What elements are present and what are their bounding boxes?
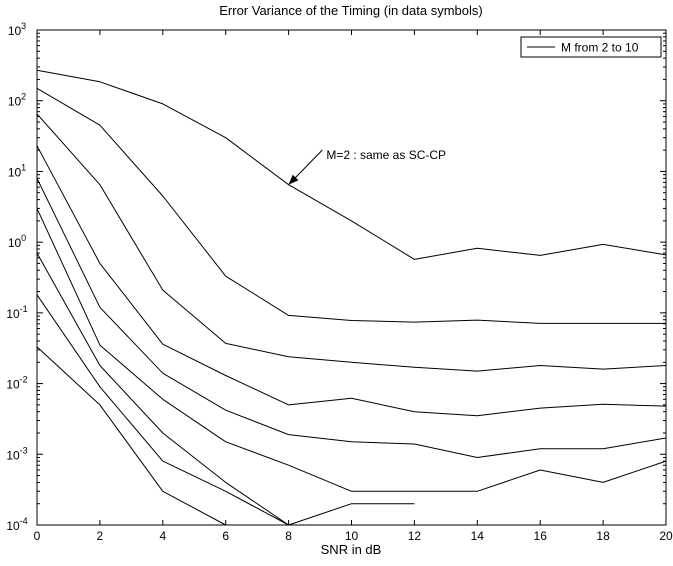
y-tick-label-base: 10 xyxy=(8,95,22,109)
series-line-6 xyxy=(36,208,667,492)
x-tick-label: 8 xyxy=(285,529,292,543)
x-axis-label: SNR in dB xyxy=(321,542,382,557)
x-tick-label: 2 xyxy=(97,529,104,543)
y-tick-label: 100 xyxy=(8,233,26,250)
plot-area xyxy=(36,29,667,526)
y-tick-label-exponent: 3 xyxy=(21,21,26,31)
y-tick-label: 101 xyxy=(8,162,26,179)
series-line-8 xyxy=(36,294,415,526)
y-tick-label-exponent: 2 xyxy=(21,92,26,102)
x-tick-label: 6 xyxy=(222,529,229,543)
y-tick-label-base: 10 xyxy=(6,307,20,321)
x-tick-label: 14 xyxy=(471,529,485,543)
x-tick-label: 0 xyxy=(34,529,41,543)
annotation-arrowhead xyxy=(288,174,299,185)
series-line-1 xyxy=(36,69,667,260)
y-tick-label: 10-1 xyxy=(6,304,27,321)
y-tick-label-base: 10 xyxy=(6,448,20,462)
series-line-5 xyxy=(36,178,667,458)
y-tick-label-exponent: 1 xyxy=(21,162,26,172)
legend-box xyxy=(520,36,662,58)
series-line-3 xyxy=(36,113,667,372)
y-tick-label: 10-3 xyxy=(6,445,27,462)
y-tick-label-base: 10 xyxy=(8,24,22,38)
y-tick-label-base: 10 xyxy=(8,165,22,179)
series-line-9 xyxy=(36,346,226,526)
chart-title: Error Variance of the Timing (in data sy… xyxy=(219,3,482,18)
y-tick-label-exponent: -4 xyxy=(20,516,28,526)
y-tick-label-exponent: -3 xyxy=(20,445,28,455)
y-tick-label-base: 10 xyxy=(6,519,20,533)
series-line-4 xyxy=(36,145,667,417)
y-tick-label-exponent: -1 xyxy=(20,304,28,314)
axis-ticks: 0 2 4 6 8 10 12 14 16 18 2010-410-310-210-11001011… xyxy=(6,21,673,543)
x-tick-label: 4 xyxy=(159,529,166,543)
y-tick-label: 103 xyxy=(8,21,26,38)
x-tick-label: 10 xyxy=(345,529,359,543)
annotation: M=2 : same as SC-CP xyxy=(288,148,446,186)
x-tick-label: 20 xyxy=(659,529,673,543)
y-tick-label: 10-4 xyxy=(6,516,27,533)
series-group xyxy=(36,69,667,526)
x-tick-label: 18 xyxy=(596,529,610,543)
x-tick-label: 16 xyxy=(534,529,548,543)
legend-label: M from 2 to 10 xyxy=(561,41,639,55)
series-line-2 xyxy=(36,87,666,324)
y-tick-label: 102 xyxy=(8,92,26,109)
annotation-label: M=2 : same as SC-CP xyxy=(326,148,446,162)
y-tick-label-exponent: 0 xyxy=(21,233,26,243)
y-tick-label-exponent: -2 xyxy=(20,375,28,385)
x-tick-label: 12 xyxy=(408,529,422,543)
series-line-7 xyxy=(36,252,289,526)
y-tick-label: 10-2 xyxy=(6,375,27,392)
y-tick-label-base: 10 xyxy=(6,378,20,392)
legend: M from 2 to 10 xyxy=(520,36,662,58)
y-tick-label-base: 10 xyxy=(8,236,22,250)
